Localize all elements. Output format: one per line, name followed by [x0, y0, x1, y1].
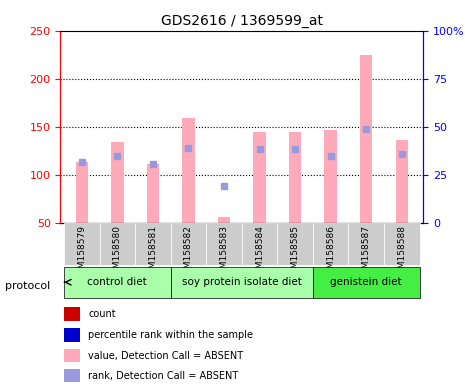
Text: GSM158581: GSM158581 — [148, 225, 158, 280]
FancyBboxPatch shape — [135, 223, 171, 265]
Bar — [76, 162, 88, 223]
FancyBboxPatch shape — [64, 223, 100, 265]
FancyBboxPatch shape — [171, 266, 313, 298]
FancyBboxPatch shape — [348, 223, 384, 265]
Text: GSM158584: GSM158584 — [255, 225, 264, 280]
Text: count: count — [88, 309, 116, 319]
FancyBboxPatch shape — [171, 223, 206, 265]
Text: GSM158585: GSM158585 — [291, 225, 299, 280]
Text: GSM158588: GSM158588 — [397, 225, 406, 280]
Title: GDS2616 / 1369599_at: GDS2616 / 1369599_at — [161, 14, 323, 28]
FancyBboxPatch shape — [313, 223, 348, 265]
Text: GSM158587: GSM158587 — [362, 225, 371, 280]
Bar — [64, 328, 80, 342]
Text: GSM158583: GSM158583 — [219, 225, 228, 280]
FancyBboxPatch shape — [242, 223, 277, 265]
FancyBboxPatch shape — [277, 223, 313, 265]
Bar — [325, 130, 337, 223]
Bar — [64, 369, 80, 382]
FancyBboxPatch shape — [100, 223, 135, 265]
Bar — [289, 131, 301, 223]
Bar — [64, 349, 80, 362]
Bar — [360, 55, 372, 223]
Text: percentile rank within the sample: percentile rank within the sample — [88, 330, 253, 340]
Text: genistein diet: genistein diet — [331, 277, 402, 287]
FancyBboxPatch shape — [206, 223, 242, 265]
Text: GSM158582: GSM158582 — [184, 225, 193, 280]
Bar — [218, 217, 230, 223]
Bar — [146, 164, 159, 223]
Bar — [182, 118, 195, 223]
Text: control diet: control diet — [87, 277, 147, 287]
Text: soy protein isolate diet: soy protein isolate diet — [182, 277, 302, 287]
Bar — [253, 132, 266, 223]
Bar — [111, 142, 124, 223]
Text: GSM158580: GSM158580 — [113, 225, 122, 280]
Text: GSM158586: GSM158586 — [326, 225, 335, 280]
Text: GSM158579: GSM158579 — [77, 225, 86, 280]
Bar — [64, 307, 80, 321]
Text: rank, Detection Call = ABSENT: rank, Detection Call = ABSENT — [88, 371, 239, 381]
Text: value, Detection Call = ABSENT: value, Detection Call = ABSENT — [88, 351, 243, 361]
FancyBboxPatch shape — [64, 266, 171, 298]
Bar — [396, 140, 408, 223]
Text: protocol: protocol — [5, 281, 50, 291]
FancyBboxPatch shape — [313, 266, 419, 298]
FancyBboxPatch shape — [384, 223, 419, 265]
